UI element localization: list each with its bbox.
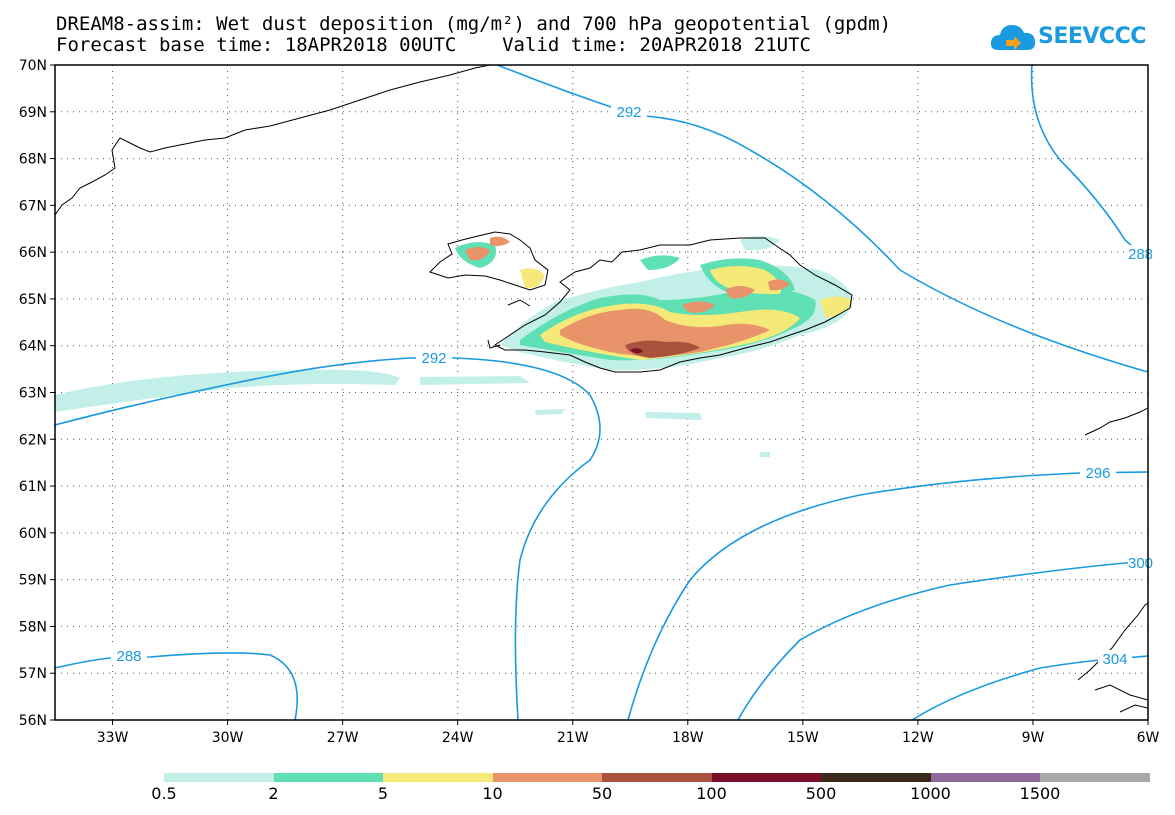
lon-tick-label: 30W: [212, 730, 244, 746]
lon-tick-label: 15W: [787, 730, 819, 746]
lat-tick-label: 63N: [19, 386, 47, 402]
legend-label: 5: [377, 784, 389, 803]
legend-swatch: [930, 773, 1040, 782]
lon-tick-label: 24W: [442, 730, 474, 746]
contour-label: 292: [616, 104, 641, 121]
lat-tick-label: 65N: [19, 292, 47, 308]
legend-label: 50: [591, 784, 613, 803]
legend-swatch: [821, 773, 931, 782]
lat-tick-label: 58N: [19, 619, 47, 635]
legend-swatch: [383, 773, 493, 782]
legend-swatch: [492, 773, 602, 782]
lon-tick-label: 33W: [97, 730, 129, 746]
contour-label: 304: [1102, 651, 1127, 668]
contour-labels: 292 292 288 296 300 304 288: [111, 103, 1153, 668]
lon-tick-label: 21W: [557, 730, 589, 746]
contour-label: 288: [1128, 246, 1153, 263]
gridlines: [55, 65, 1148, 720]
legend-label: 10: [482, 784, 503, 803]
contour-label: 300: [1128, 555, 1153, 572]
lat-tick-label: 70N: [19, 58, 47, 74]
legend-label: 100: [696, 784, 727, 803]
legend-swatch: [711, 773, 821, 782]
lat-tick-label: 66N: [19, 245, 47, 261]
lat-tick-label: 59N: [19, 573, 47, 589]
lat-tick-label: 56N: [19, 713, 47, 729]
legend-swatch: [164, 773, 274, 782]
lon-tick-label: 27W: [327, 730, 359, 746]
legend-label: 500: [805, 784, 837, 803]
lon-tick-label: 6W: [1137, 730, 1160, 746]
dust-deposition-layer: [55, 236, 853, 457]
lat-tick-label: 68N: [19, 152, 47, 168]
lat-tick-label: 69N: [19, 105, 47, 121]
legend-label: 1500: [1019, 784, 1061, 803]
logo-text: SEEVCCC: [1038, 24, 1146, 49]
lat-tick-label: 67N: [19, 198, 47, 214]
map-title: DREAM8-assim: Wet dust deposition (mg/m²…: [56, 13, 892, 35]
lat-tick-label: 64N: [19, 339, 47, 355]
contour-label: 296: [1085, 465, 1110, 482]
lat-tick-label: 61N: [19, 479, 47, 495]
legend-swatch: [273, 773, 383, 782]
map-axes: 33W 30W 27W 24W 21W 18W 15W 12W 9W 6W 70N 69N 68N 67N…: [19, 58, 1160, 746]
lon-tick-label: 12W: [902, 730, 934, 746]
contour-label: 292: [421, 350, 446, 367]
legend-label: 2: [268, 784, 279, 803]
contour-label: 288: [116, 648, 141, 665]
lat-tick-label: 57N: [19, 666, 47, 682]
lon-tick-label: 9W: [1022, 730, 1045, 746]
seevccc-logo: SEEVCCC: [990, 16, 1150, 56]
legend-label: 0.5: [151, 784, 177, 803]
cloud-icon: [990, 25, 1036, 50]
lat-tick-label: 62N: [19, 432, 47, 448]
legend-swatch: [1040, 773, 1150, 782]
lat-tick-label: 60N: [19, 526, 47, 542]
lon-tick-label: 18W: [672, 730, 704, 746]
legend-label: 1000: [910, 784, 951, 803]
map-subtitle: Forecast base time: 18APR2018 00UTC Vali…: [56, 34, 811, 56]
coastlines: [55, 65, 1148, 713]
legend-swatch: [602, 773, 712, 782]
